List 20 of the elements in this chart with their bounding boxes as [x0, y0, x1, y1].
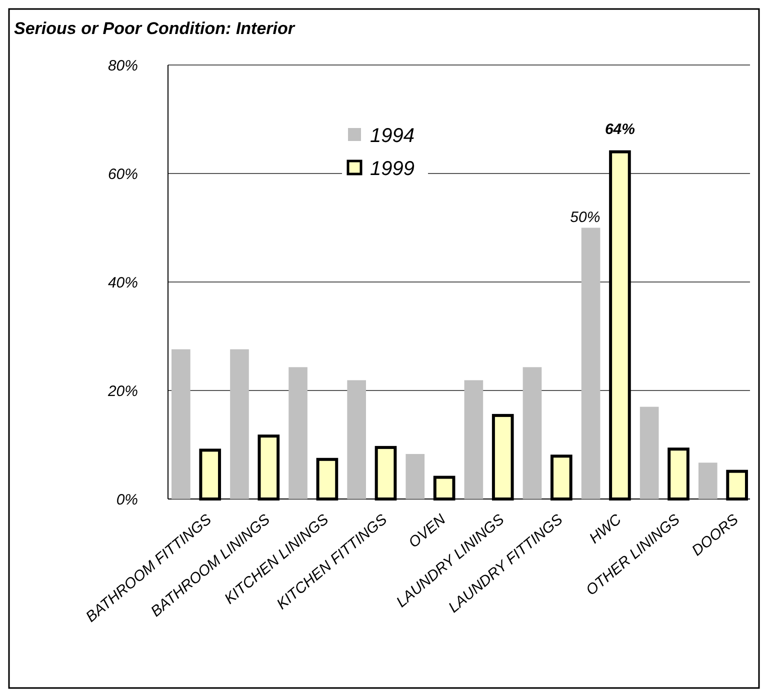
bar: [698, 462, 718, 499]
data-label: 64%: [604, 120, 635, 138]
y-tick-label: 0%: [116, 491, 138, 508]
bar: [522, 367, 542, 499]
bar: [406, 454, 425, 499]
bar: [464, 380, 484, 499]
y-tick-label: 20%: [106, 382, 138, 400]
bar: [230, 349, 249, 499]
bar: [347, 380, 366, 499]
legend-label: 1994: [370, 125, 414, 147]
chart-title: Serious or Poor Condition: Interior: [14, 19, 296, 38]
bar: [581, 228, 600, 499]
y-tick-label: 60%: [108, 166, 138, 183]
y-tick-label: 80%: [108, 57, 138, 74]
bar: [172, 349, 190, 499]
y-tick-label: 40%: [108, 274, 138, 292]
data-label: 50%: [570, 208, 600, 226]
bar: [288, 367, 308, 499]
bar: [640, 406, 659, 499]
legend-label: 1999: [370, 158, 414, 180]
